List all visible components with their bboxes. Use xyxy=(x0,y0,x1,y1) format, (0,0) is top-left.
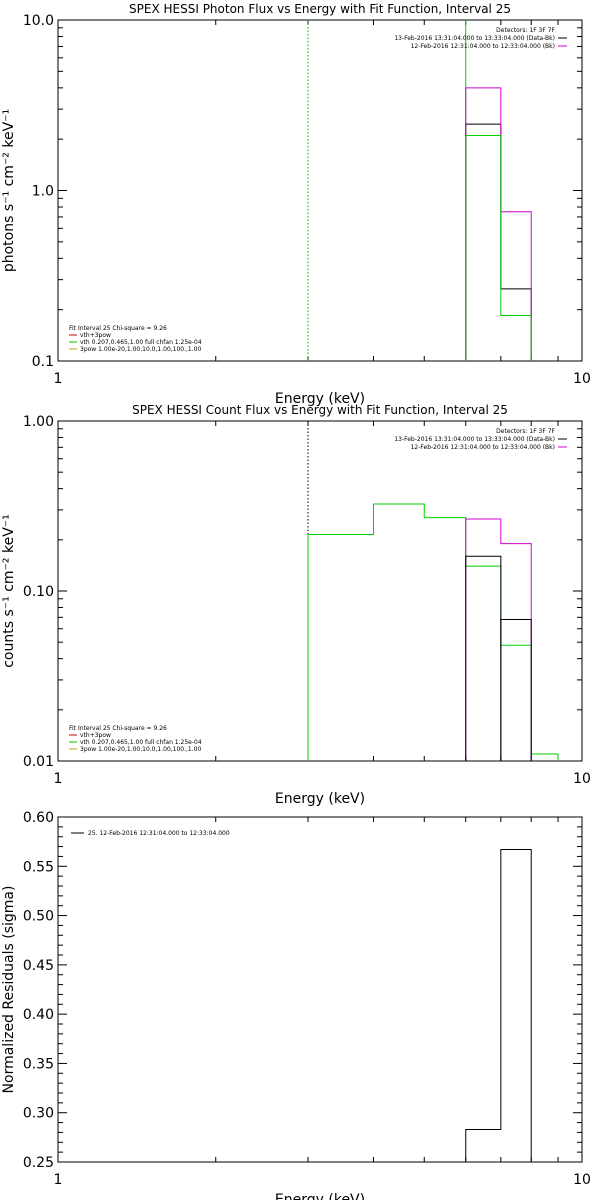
y-tick-label: 0.01 xyxy=(23,754,54,770)
y-tick-label: 0.55 xyxy=(23,859,54,875)
legend-entry: vth+3pow xyxy=(80,732,111,739)
legend-header: Fit Interval 25 Chi-square = 9.26 xyxy=(69,325,167,332)
legend-entry: 12-Feb-2016 12:31:04.000 to 12:33:04.000… xyxy=(411,43,555,50)
x-tick-label: 10 xyxy=(573,1172,591,1188)
x-tick-label: 1 xyxy=(54,1172,63,1188)
y-tick-label: 0.60 xyxy=(23,810,54,826)
legend-entry: 25. 12-Feb-2016 12:31:04.000 to 12:33:04… xyxy=(88,830,230,837)
y-tick-label: 0.10 xyxy=(23,584,54,600)
legend-entry: vth 0.207,0.465,1.00 full chfan 1.25e-04 xyxy=(80,339,202,346)
legend-entry: vth+3pow xyxy=(80,332,111,339)
y-tick-label: 0.30 xyxy=(23,1106,54,1122)
y-axis-label: photons s⁻¹ cm⁻² keV⁻¹ xyxy=(1,109,17,272)
y-tick-label: 0.40 xyxy=(23,1007,54,1023)
legend-entry: Detectors: 1F 3F 7F xyxy=(496,27,555,34)
legend-header: Fit Interval 25 Chi-square = 9.26 xyxy=(69,725,167,732)
legend-entry: 3pow 1.00e-20,1.00,10.0,1.00,100.,1.00 xyxy=(80,746,201,753)
y-tick-label: 0.35 xyxy=(23,1056,54,1072)
y-tick-label: 1.0 xyxy=(32,184,54,200)
chart-title: SPEX HESSI Count Flux vs Energy with Fit… xyxy=(132,403,508,417)
x-tick-label: 10 xyxy=(573,771,591,787)
legend-entry: vth 0.207,0.465,1.00 full chfan 1.25e-04 xyxy=(80,739,202,746)
y-tick-label: 0.50 xyxy=(23,909,54,925)
x-tick-label: 1 xyxy=(54,771,63,787)
chart-title: SPEX HESSI Photon Flux vs Energy with Fi… xyxy=(129,2,511,16)
x-axis-label: Energy (keV) xyxy=(275,791,365,807)
legend-entry: 12-Feb-2016 12:31:04.000 to 12:33:04.000… xyxy=(411,444,555,451)
legend-entry: 13-Feb-2016 13:31:04.000 to 13:33:04.000… xyxy=(394,35,555,42)
y-axis-label: counts s⁻¹ cm⁻² keV⁻¹ xyxy=(1,514,17,668)
y-axis-label: Normalized Residuals (sigma) xyxy=(1,886,17,1094)
x-tick-label: 10 xyxy=(573,371,591,387)
y-tick-label: 1.00 xyxy=(23,414,54,430)
legend-entry: Detectors: 1F 3F 7F xyxy=(496,428,555,435)
x-tick-label: 1 xyxy=(54,371,63,387)
legend-entry: 3pow 1.00e-20,1.00,10.0,1.00,100.,1.00 xyxy=(80,346,201,353)
legend-entry: 13-Feb-2016 13:31:04.000 to 13:33:04.000… xyxy=(394,436,555,443)
y-tick-label: 0.45 xyxy=(23,958,54,974)
y-tick-label: 10.0 xyxy=(23,13,54,29)
y-tick-label: 0.1 xyxy=(32,354,54,370)
y-tick-label: 0.25 xyxy=(23,1155,54,1171)
x-axis-label: Energy (keV) xyxy=(275,1192,365,1200)
